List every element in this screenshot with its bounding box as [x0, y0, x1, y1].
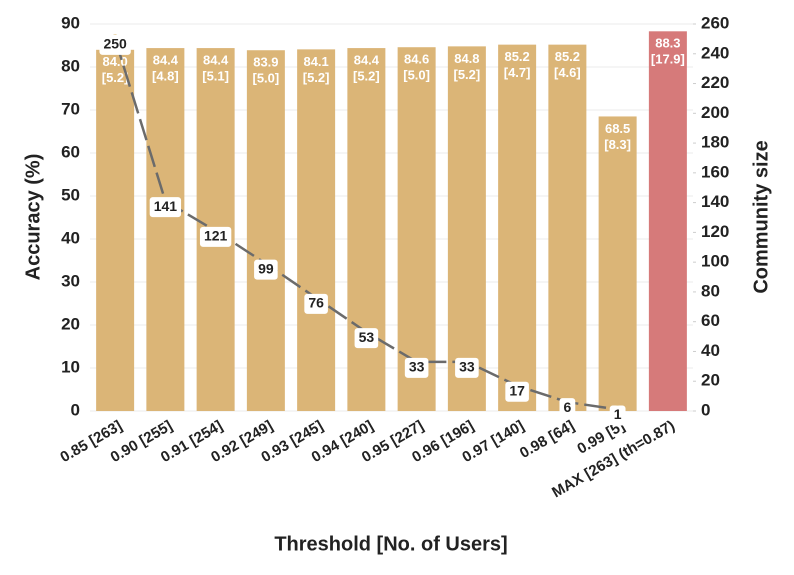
y-tick-label: 40: [61, 228, 80, 247]
value-label: 84.8: [454, 51, 479, 66]
line-label: 33: [404, 357, 429, 378]
line-value-label: 33: [409, 359, 425, 375]
bar: [297, 49, 336, 412]
value-label: 83.9: [253, 55, 278, 70]
label-box: [559, 398, 576, 419]
value-label: 84.1: [303, 54, 328, 69]
y2-tick-label: 160: [701, 162, 729, 181]
y2-axis-title: Community size: [750, 140, 772, 293]
label-box: [149, 197, 182, 218]
error-label: [5.0]: [403, 68, 430, 83]
line-value-label: 250: [103, 36, 127, 52]
y-tick-label: 70: [61, 99, 80, 118]
error-label: [5.0]: [253, 71, 280, 86]
x-axis-title: Threshold [No. of Users]: [274, 533, 507, 555]
label-box: [99, 34, 131, 55]
error-label: [4.6]: [554, 65, 581, 80]
line-value-label: 141: [154, 198, 178, 214]
line-value-label: 76: [308, 295, 324, 311]
label-box: [609, 405, 626, 426]
line-label: 76: [304, 293, 328, 314]
bar: [598, 116, 637, 411]
y2-tick-label: 260: [701, 13, 729, 32]
bar: [96, 49, 135, 412]
label-box: [455, 357, 479, 378]
line-label: 141: [149, 197, 182, 218]
error-label: [4.8]: [152, 69, 179, 84]
value-label: 84.4: [354, 53, 380, 68]
value-label: 84.4: [203, 53, 229, 68]
error-label: [8.3]: [604, 137, 631, 152]
line-label: 53: [354, 328, 379, 349]
bar: [146, 48, 185, 412]
y2-tick-label: 100: [701, 252, 729, 271]
y-tick-label: 90: [61, 13, 80, 32]
line-label: 250: [99, 34, 131, 55]
bar: [347, 48, 386, 412]
y-tick-label: 20: [61, 314, 80, 333]
line-label: 17: [505, 381, 529, 402]
bar: [648, 31, 687, 412]
y2-tick-label: 120: [701, 222, 729, 241]
label-box: [254, 259, 278, 280]
error-label: [17.9]: [651, 52, 685, 67]
error-label: [5.1]: [202, 69, 229, 84]
label-box: [404, 357, 429, 378]
value-label: 68.5: [605, 121, 630, 136]
value-label: 84.6: [404, 52, 429, 67]
bar: [447, 46, 486, 412]
value-label: 84.4: [153, 53, 179, 68]
line-value-label: 17: [509, 382, 525, 398]
y-axis-title: Accuracy (%): [22, 154, 44, 281]
y2-tick-label: 40: [701, 341, 720, 360]
y2-tick-label: 20: [701, 371, 720, 390]
line-value-label: 121: [204, 228, 228, 244]
x-tick-label: 0.98 [64]: [517, 417, 578, 462]
error-label: [5.2]: [353, 69, 380, 84]
y-tick-label: 60: [61, 142, 80, 161]
bar: [498, 44, 537, 411]
label-box: [304, 293, 328, 314]
y-tick-label: 0: [71, 400, 80, 419]
line-value-label: 6: [563, 399, 571, 415]
y2-tick-label: 180: [701, 133, 729, 152]
error-label: [4.7]: [504, 65, 531, 80]
label-box: [354, 328, 379, 349]
error-label: [5.2]: [303, 70, 330, 85]
y2-tick-label: 220: [701, 73, 729, 92]
line-value-label: 33: [459, 359, 475, 375]
y2-tick-label: 80: [701, 281, 720, 300]
y2-tick-label: 60: [701, 311, 720, 330]
line-label: 33: [455, 357, 479, 378]
line-value-label: 53: [359, 329, 375, 345]
value-label: 85.2: [504, 49, 529, 64]
y2-tick-label: 200: [701, 103, 729, 122]
line-label: 1: [609, 405, 626, 426]
y2-tick-label: 140: [701, 192, 729, 211]
error-label: [5.2]: [454, 67, 481, 82]
label-box: [505, 381, 529, 402]
y-tick-label: 80: [61, 56, 80, 75]
line-value-label: 1: [614, 406, 622, 422]
line-label: 121: [199, 226, 232, 247]
error-label: [5.2]: [102, 70, 129, 85]
line-label: 6: [559, 398, 576, 419]
value-label: 88.3: [655, 36, 680, 51]
value-label: 85.2: [555, 49, 580, 64]
bar: [548, 44, 587, 411]
y-tick-label: 50: [61, 185, 80, 204]
bar: [246, 50, 285, 411]
y2-tick-label: 0: [701, 400, 710, 419]
line-label: 99: [254, 259, 278, 280]
y-tick-label: 10: [61, 357, 80, 376]
y2-tick-label: 240: [701, 43, 729, 62]
line-value-label: 99: [258, 260, 274, 276]
bar: [397, 47, 436, 411]
label-box: [199, 226, 232, 247]
y-tick-label: 30: [61, 271, 80, 290]
